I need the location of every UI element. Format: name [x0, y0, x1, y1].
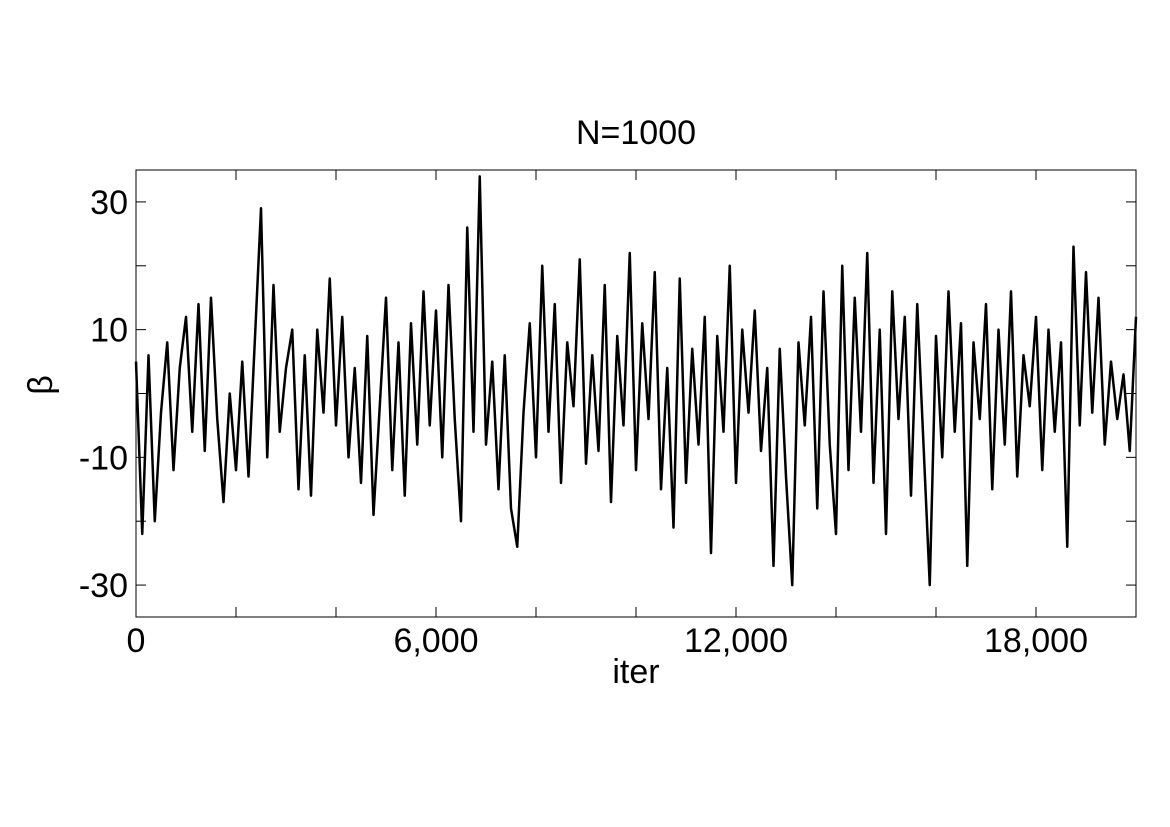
y-tick-label: -30 [79, 567, 128, 605]
x-tick-label: 12,000 [684, 622, 788, 660]
x-tick-label: 0 [127, 622, 146, 660]
x-tick-label: 18,000 [984, 622, 1088, 660]
x-axis-label: iter [612, 653, 659, 691]
data-line [134, 175, 1138, 587]
chart-title: N=1000 [576, 114, 696, 152]
y-tick-label: 10 [90, 312, 128, 350]
y-axis-label: β [22, 375, 60, 395]
y-tick-label: 30 [90, 184, 128, 222]
y-tick-label: -10 [79, 439, 128, 477]
x-tick-label: 6,000 [393, 622, 478, 660]
